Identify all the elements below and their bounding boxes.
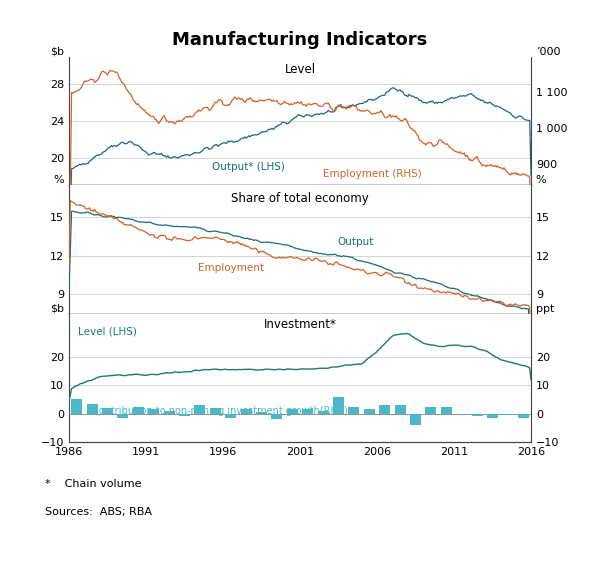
Bar [102,408,113,414]
Bar [179,414,190,416]
Text: ’000: ’000 [536,46,560,57]
Text: $b: $b [50,46,64,57]
Text: $b: $b [50,304,64,314]
Text: Contribution to non-mining investment growth(RHS): Contribution to non-mining investment gr… [92,407,348,416]
Bar [287,409,298,414]
Text: Investment*: Investment* [263,318,337,331]
Bar [148,409,159,414]
Bar [164,412,175,414]
Text: Employment (RHS): Employment (RHS) [323,169,422,179]
Bar [241,409,251,414]
Bar [86,404,98,414]
Bar [271,414,283,420]
Bar [518,414,529,418]
Text: Sources:  ABS; RBA: Sources: ABS; RBA [45,507,152,518]
Bar [133,407,144,414]
Bar [379,405,390,414]
Bar [194,405,205,414]
Text: Output: Output [337,237,373,247]
Bar [225,414,236,418]
Bar [395,405,406,414]
Text: Manufacturing Indicators: Manufacturing Indicators [172,31,428,49]
Text: %: % [536,175,546,185]
Bar [441,407,452,414]
Bar [317,412,329,414]
Text: Output* (LHS): Output* (LHS) [212,162,285,172]
Bar [364,409,375,414]
Bar [472,414,482,416]
Text: Employment: Employment [199,263,265,273]
Bar [256,412,267,414]
Text: Level (LHS): Level (LHS) [78,327,137,337]
Text: *    Chain volume: * Chain volume [45,479,142,489]
Text: Level: Level [284,63,316,76]
Text: ppt: ppt [536,304,554,314]
Bar [425,407,436,414]
Bar [349,407,359,414]
Bar [410,414,421,425]
Text: Share of total economy: Share of total economy [231,192,369,205]
Bar [118,414,128,418]
Bar [487,414,498,418]
Bar [71,399,82,414]
Bar [302,409,313,414]
Bar [210,408,221,414]
Bar [333,396,344,414]
Bar [456,414,467,415]
Text: %: % [54,175,64,185]
Bar [502,414,514,415]
